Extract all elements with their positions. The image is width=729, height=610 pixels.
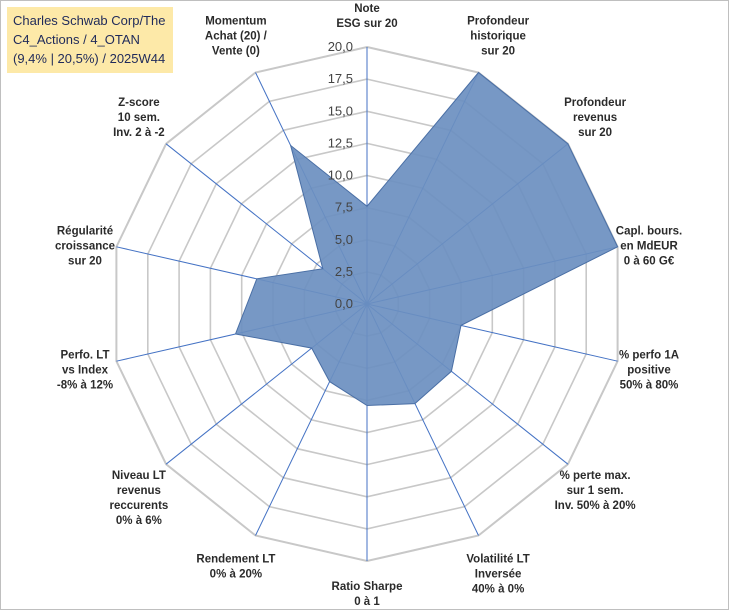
title-line-2: C4_Actions / 4_OTAN [13,32,140,47]
tick-label: 17,5 [328,71,353,86]
axis-label: Ratio Sharpe 0 à 1 [332,581,403,608]
axis-label: Z-score 10 sem. Inv. 2 à -2 [113,97,165,139]
axis-label: Rendement LT 0% à 20% [196,553,275,580]
axis-label: Momentum Achat (20) / Vente (0) [205,16,268,58]
radar-tick-labels: 0,0 2,5 5,0 7,5 10,0 12,5 15,0 17,5 20,0 [328,39,353,311]
axis-label: Capl. bours. en MdEUR 0 à 60 G€ [616,225,682,267]
tick-label: 10,0 [328,168,353,183]
tick-label: 20,0 [328,39,353,54]
axis-label: Note ESG sur 20 [336,3,397,30]
axis-label: Profondeur revenus sur 20 [564,97,626,139]
radar-series-area [234,71,619,407]
tick-label: 12,5 [328,135,353,150]
tick-label: 15,0 [328,103,353,118]
tick-label: 7,5 [335,200,353,215]
axis-label: Profondeur historique sur 20 [467,16,529,58]
radar-axis-labels: Note ESG sur 20 Profondeur historique sur 20… [55,3,682,608]
axis-label: Perfo. LT vs Index -8% à 12% [57,350,113,392]
axis-label: Niveau LT revenus reccurents 0% à 6% [109,470,168,527]
title-line-3: (9,4% | 20,5%) / 2025W44 [13,51,166,66]
tick-label: 5,0 [335,232,353,247]
axis-label: Régularité croissance sur 20 [55,225,115,267]
title-line-1: Charles Schwab Corp/The [13,13,166,28]
series-area-0 [234,71,619,407]
chart-title-box: Charles Schwab Corp/The C4_Actions / 4_O… [7,7,173,73]
axis-label: % perte max. sur 1 sem. Inv. 50% à 20% [555,470,636,512]
axis-label: % perfo 1A positive 50% à 80% [619,350,679,392]
tick-label: 0,0 [335,296,353,311]
tick-label: 2,5 [335,264,353,279]
axis-label: Volatilité LT Inversée 40% à 0% [466,553,529,595]
